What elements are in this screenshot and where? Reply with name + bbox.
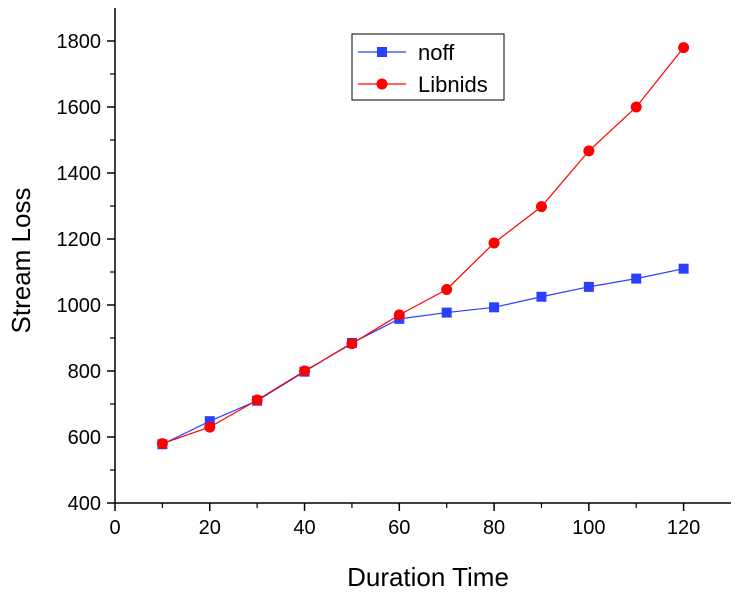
legend-marker — [376, 78, 388, 90]
legend-entry-libnids: Libnids — [358, 72, 488, 97]
series-noff — [157, 263, 689, 450]
data-point — [393, 309, 405, 321]
y-tick-label: 1400 — [57, 163, 102, 185]
data-point — [156, 438, 168, 450]
data-point — [678, 263, 689, 274]
legend-label: noff — [418, 40, 455, 65]
legend-entry-noff: noff — [358, 40, 455, 65]
series-libnids — [156, 42, 690, 450]
x-tick-label: 20 — [199, 517, 221, 539]
data-point — [535, 201, 547, 213]
legend-marker — [377, 47, 387, 57]
y-tick-label: 1600 — [57, 97, 102, 119]
data-point — [630, 101, 642, 113]
data-point — [489, 302, 500, 313]
y-tick-label: 1200 — [57, 229, 102, 251]
series-layer — [156, 42, 690, 450]
x-tick-label: 100 — [572, 517, 605, 539]
y-tick-label: 1000 — [57, 295, 102, 317]
data-point — [536, 291, 547, 302]
legend-label: Libnids — [418, 72, 488, 97]
y-ticks: 400 600 800 1000 1200 1400 1600 1800 — [57, 31, 115, 515]
data-point — [583, 145, 595, 157]
legend: noff Libnids — [351, 33, 505, 101]
x-axis-title: Duration Time — [347, 562, 509, 592]
data-point — [631, 273, 642, 284]
data-point — [441, 307, 452, 318]
y-tick-label: 800 — [68, 361, 101, 383]
series-line — [162, 47, 685, 445]
legend-entries: noff Libnids — [358, 40, 488, 97]
y-tick-label: 600 — [68, 427, 101, 449]
data-point — [251, 394, 263, 406]
data-point — [204, 416, 215, 427]
y-axis-title: Stream Loss — [6, 188, 36, 334]
y-tick-label: 400 — [68, 493, 101, 515]
x-tick-label: 0 — [109, 517, 120, 539]
x-tick-label: 120 — [667, 517, 700, 539]
data-point — [583, 281, 594, 292]
legend-box — [351, 33, 505, 101]
series-line — [162, 268, 684, 445]
x-tick-label: 40 — [293, 517, 315, 539]
y-tick-label: 1800 — [57, 31, 102, 53]
data-point — [299, 365, 311, 377]
x-tick-label: 60 — [388, 517, 410, 539]
data-point — [204, 421, 216, 433]
x-tick-label: 80 — [483, 517, 505, 539]
x-ticks: 0 20 40 60 80 100 120 — [109, 503, 700, 539]
axes: 0 20 40 60 80 100 120 400 600 800 1000 1200 1400 160… — [57, 8, 731, 539]
data-point — [488, 237, 500, 249]
data-point — [441, 283, 453, 295]
data-point — [678, 42, 690, 54]
data-point — [346, 338, 358, 350]
